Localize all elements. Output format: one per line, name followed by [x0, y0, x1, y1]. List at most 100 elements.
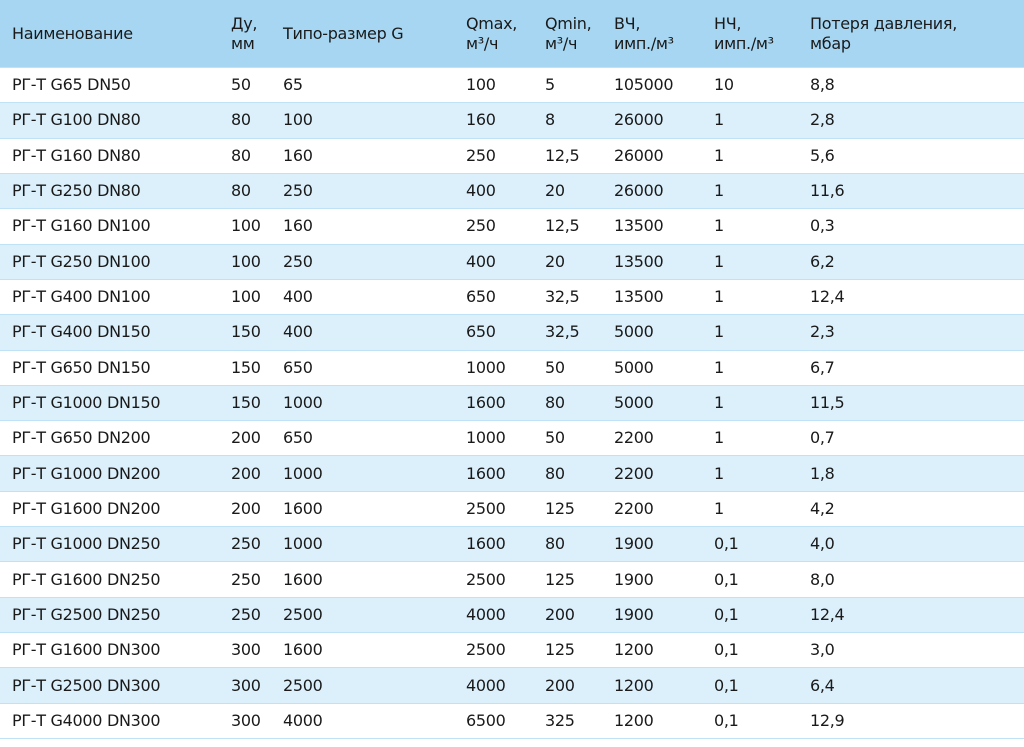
- table-cell: 6500: [466, 710, 506, 730]
- table-cell: 1: [714, 216, 724, 236]
- table-cell: 12,4: [810, 604, 845, 624]
- table-cell: 1: [714, 145, 724, 165]
- table-cell: 1: [714, 287, 724, 307]
- table-cell: РГ-Т G1000 DN200: [12, 463, 161, 483]
- table-cell: 1900: [614, 569, 654, 589]
- table-cell: 1900: [614, 604, 654, 624]
- table-cell: 1,8: [810, 463, 835, 483]
- table-cell: 0,1: [714, 569, 739, 589]
- table-cell: 80: [545, 534, 565, 554]
- table-cell: РГ-Т G2500 DN250: [12, 604, 161, 624]
- table-cell: 200: [545, 675, 575, 695]
- table-cell: 150: [231, 322, 261, 342]
- table-cell: 1000: [283, 534, 323, 554]
- table-cell: 250: [231, 534, 261, 554]
- header-text: Qmin,: [545, 13, 592, 33]
- table-cell: 12,9: [810, 710, 845, 730]
- table-row: РГ-Т G1000 DN200 200 1000 1600 80 2200 1 1,8: [0, 456, 1024, 492]
- table-cell: 1: [714, 428, 724, 448]
- table-cell: 650: [466, 287, 496, 307]
- header-cell: Qmin, м³/ч: [545, 0, 592, 67]
- table-cell: 650: [283, 357, 313, 377]
- table-cell: 250: [231, 604, 261, 624]
- table-cell: 1: [714, 357, 724, 377]
- table-row: РГ-Т G650 DN200 200 650 1000 50 2200 1 0,7: [0, 421, 1024, 457]
- table-cell: 26000: [614, 145, 664, 165]
- table-cell: 1600: [283, 498, 323, 518]
- table-cell: 4000: [466, 675, 506, 695]
- table-cell: 1600: [466, 463, 506, 483]
- table-cell: 650: [283, 428, 313, 448]
- table-cell: 80: [545, 463, 565, 483]
- table-row: РГ-Т G1000 DN150 150 1000 1600 80 5000 1 11,5: [0, 385, 1024, 422]
- table-cell: 5000: [614, 357, 654, 377]
- header-text: м³/ч: [466, 33, 499, 53]
- header-cell: НЧ, имп./м³: [714, 0, 774, 67]
- table-cell: 26000: [614, 110, 664, 130]
- table-cell: 200: [545, 604, 575, 624]
- table-cell: 12,5: [545, 145, 580, 165]
- table-cell: 65: [283, 75, 303, 95]
- table-cell: 4000: [466, 604, 506, 624]
- table-cell: 50: [231, 75, 251, 95]
- table-cell: 32,5: [545, 322, 580, 342]
- table-cell: 0,1: [714, 710, 739, 730]
- table-cell: 20: [545, 181, 565, 201]
- table-cell: РГ-Т G250 DN80: [12, 181, 141, 201]
- table-cell: 400: [466, 251, 496, 271]
- header-text: Ду,: [231, 13, 258, 33]
- table-cell: РГ-Т G160 DN100: [12, 216, 151, 236]
- table-cell: 2200: [614, 463, 654, 483]
- header-row: Наименование Ду, мм Типо-размер G Qmax, м³/ч Q…: [0, 0, 1024, 68]
- table-cell: РГ-Т G160 DN80: [12, 145, 141, 165]
- table-row: РГ-Т G250 DN80 80 250 400 20 26000 1 11,6: [0, 173, 1024, 210]
- table-row: РГ-Т G65 DN50 50 65 100 5 105000 10 8,8: [0, 68, 1024, 104]
- table-row: РГ-Т G650 DN150 150 650 1000 50 5000 1 6,7: [0, 351, 1024, 386]
- header-cell: Потеря давления, мбар: [810, 0, 957, 67]
- table-row: РГ-Т G160 DN80 80 160 250 12,5 26000 1 5,6: [0, 139, 1024, 174]
- table-cell: 0,3: [810, 216, 835, 236]
- table-cell: 5,6: [810, 145, 835, 165]
- table-cell: РГ-Т G2500 DN300: [12, 675, 161, 695]
- header-text: Потеря давления,: [810, 13, 957, 33]
- table-cell: 2500: [466, 498, 506, 518]
- table-cell: 160: [283, 216, 313, 236]
- table-cell: 2200: [614, 428, 654, 448]
- table-cell: 1600: [466, 392, 506, 412]
- table-cell: 0,1: [714, 640, 739, 660]
- table-cell: 12,4: [810, 287, 845, 307]
- table-cell: 80: [545, 392, 565, 412]
- table-cell: 2500: [283, 604, 323, 624]
- table-cell: 1200: [614, 640, 654, 660]
- table-cell: 5000: [614, 322, 654, 342]
- table-cell: 1000: [466, 428, 506, 448]
- table-cell: 13500: [614, 216, 664, 236]
- table-row: РГ-Т G2500 DN250 250 2500 4000 200 1900 0,1 12,…: [0, 597, 1024, 634]
- table-row: РГ-Т G400 DN150 150 400 650 32,5 5000 1 2,3: [0, 315, 1024, 351]
- table-cell: 8,8: [810, 75, 835, 95]
- table-cell: 250: [231, 569, 261, 589]
- table-cell: 1900: [614, 534, 654, 554]
- table-cell: 650: [466, 322, 496, 342]
- table-cell: 150: [231, 392, 261, 412]
- table-row: РГ-Т G1600 DN200 200 1600 2500 125 2200 1 4,2: [0, 492, 1024, 528]
- table-cell: 20: [545, 251, 565, 271]
- table-cell: РГ-Т G650 DN200: [12, 428, 151, 448]
- table-cell: 2,8: [810, 110, 835, 130]
- table-cell: РГ-Т G400 DN100: [12, 287, 151, 307]
- table-cell: 4000: [283, 710, 323, 730]
- table-cell: РГ-Т G1000 DN250: [12, 534, 161, 554]
- table-cell: 200: [231, 463, 261, 483]
- table-row: РГ-Т G1000 DN250 250 1000 1600 80 1900 0,1 4,0: [0, 527, 1024, 563]
- table-cell: 125: [545, 569, 575, 589]
- table-cell: 1: [714, 498, 724, 518]
- table-cell: 8: [545, 110, 555, 130]
- table-cell: 160: [283, 145, 313, 165]
- table-cell: 1000: [283, 392, 323, 412]
- header-text: м³/ч: [545, 33, 578, 53]
- table-cell: 1600: [283, 569, 323, 589]
- header-text: имп./м³: [714, 33, 774, 53]
- table-cell: 1: [714, 463, 724, 483]
- table-cell: 6,7: [810, 357, 835, 377]
